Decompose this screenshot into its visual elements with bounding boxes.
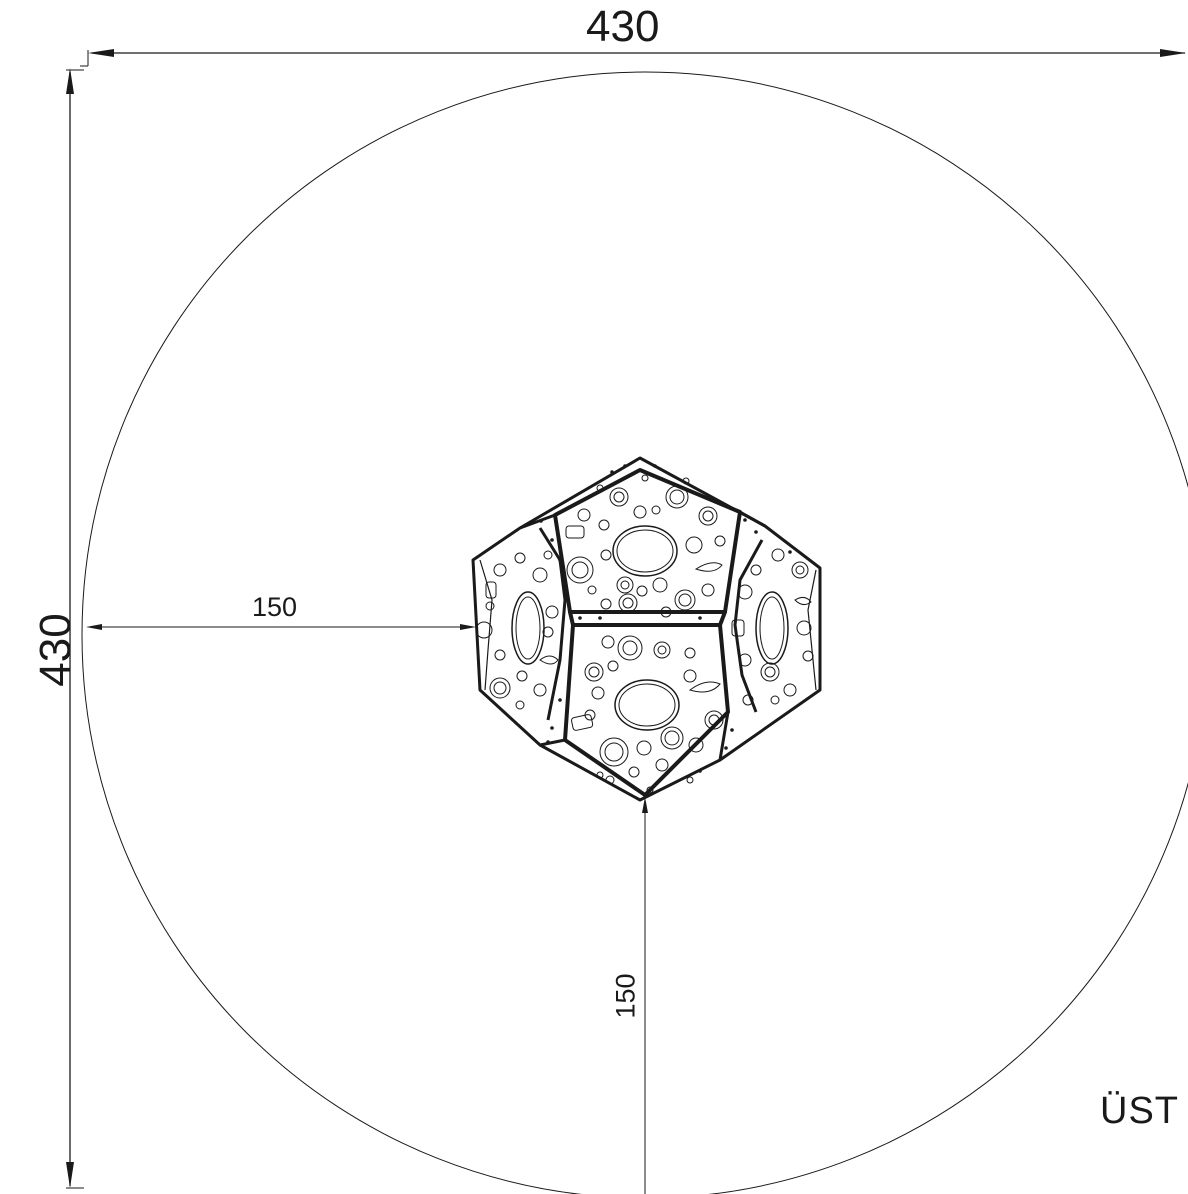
vertical-clearance-label: 150 [610,973,641,1019]
horizontal-clearance-label: 150 [252,592,298,622]
vertical-clearance-dimension [642,797,648,1194]
safety-zone-circle [81,71,1188,1194]
climbing-dodecahedron [471,456,822,802]
view-label: ÜST [1100,1090,1179,1132]
overall-width-label: 430 [586,2,660,51]
width-dimension-line [80,49,1186,67]
depth-dimension-line [66,68,84,1189]
horizontal-clearance-dimension [86,624,476,630]
overall-depth-label: 430 [31,613,80,687]
